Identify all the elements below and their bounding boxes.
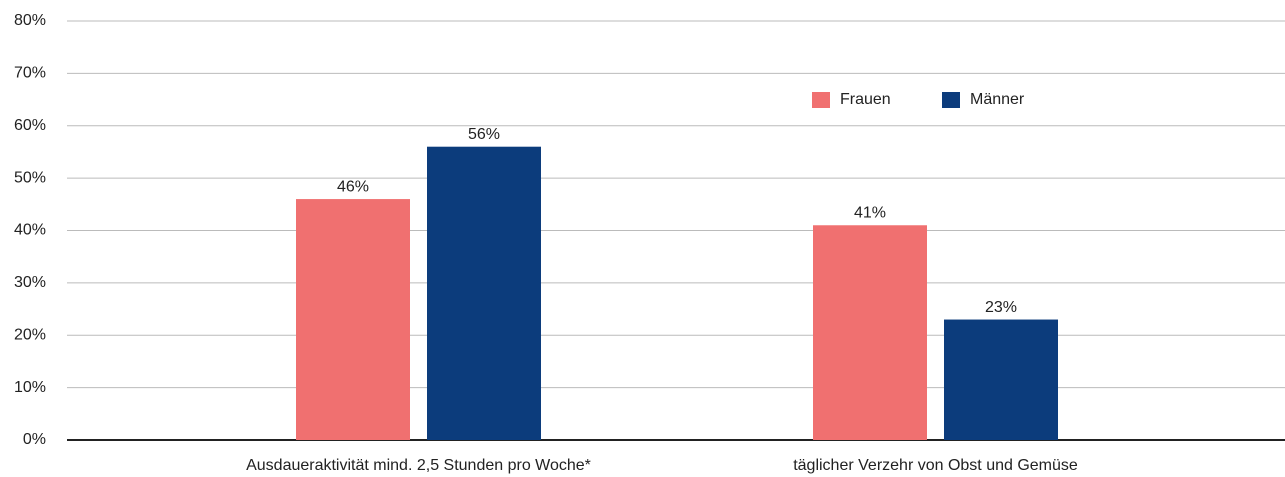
bar [944,319,1058,440]
value-label: 46% [337,178,369,195]
value-label: 23% [985,299,1017,316]
y-tick-label: 30% [14,274,46,291]
bar [427,146,541,440]
y-tick-label: 10% [14,379,46,396]
y-tick-label: 20% [14,326,46,343]
legend-label: Männer [970,91,1025,108]
bar [813,225,927,440]
value-label: 41% [854,204,886,221]
y-tick-label: 0% [23,431,46,448]
legend-label: Frauen [840,91,891,108]
x-tick-label: Ausdaueraktivität mind. 2,5 Stunden pro … [246,457,591,474]
y-tick-label: 40% [14,222,46,239]
legend-swatch [942,92,960,108]
legend-swatch [812,92,830,108]
y-tick-label: 60% [14,117,46,134]
y-tick-label: 50% [14,169,46,186]
bar [296,199,410,440]
y-tick-label: 70% [14,65,46,82]
x-tick-label: täglicher Verzehr von Obst und Gemüse [793,457,1078,474]
value-label: 56% [468,126,500,143]
y-tick-label: 80% [14,12,46,29]
